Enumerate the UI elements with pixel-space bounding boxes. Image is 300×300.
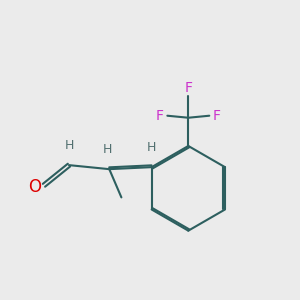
Text: F: F: [213, 109, 220, 123]
Text: F: F: [184, 81, 192, 95]
Text: H: H: [64, 139, 74, 152]
Text: F: F: [156, 109, 164, 123]
Text: O: O: [28, 178, 42, 196]
Text: H: H: [147, 141, 156, 154]
Text: H: H: [103, 143, 112, 156]
